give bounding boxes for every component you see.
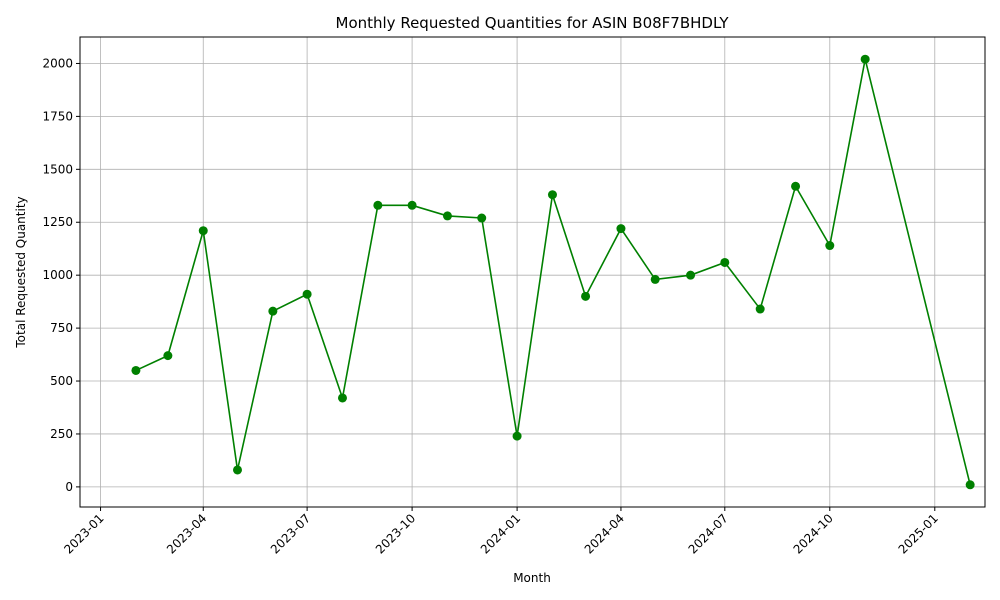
data-point <box>477 213 487 223</box>
y-tick-label: 1750 <box>42 109 73 123</box>
data-point <box>547 190 557 200</box>
data-point <box>131 365 141 375</box>
data-point <box>232 465 242 475</box>
plot-frame <box>79 36 986 508</box>
y-tick-label: 1250 <box>42 215 73 229</box>
y-axis-label: Total Requested Quantity <box>14 196 28 348</box>
chart-title: Monthly Requested Quantities for ASIN B0… <box>336 14 730 32</box>
x-axis-label: Month <box>513 571 551 585</box>
y-tick-label: 750 <box>50 321 73 335</box>
data-point <box>650 274 660 284</box>
data-point <box>755 304 765 314</box>
y-tick-label: 1000 <box>42 268 73 282</box>
data-point <box>791 181 801 191</box>
data-point <box>163 351 173 361</box>
data-point <box>965 480 975 490</box>
data-point <box>860 54 870 64</box>
y-tick-label: 0 <box>65 480 73 494</box>
data-point <box>442 211 452 221</box>
data-point <box>337 393 347 403</box>
data-point <box>686 270 696 280</box>
y-tick-label: 250 <box>50 427 73 441</box>
data-point <box>825 241 835 251</box>
data-point <box>373 200 383 210</box>
data-point <box>268 306 278 316</box>
y-tick-label: 1500 <box>42 162 73 176</box>
data-point <box>720 257 730 267</box>
data-point <box>198 226 208 236</box>
y-tick-label: 2000 <box>42 56 73 70</box>
data-point <box>581 291 591 301</box>
data-point <box>407 200 417 210</box>
data-point <box>302 289 312 299</box>
data-point <box>616 224 626 234</box>
series <box>131 54 975 490</box>
y-tick-label: 500 <box>50 374 73 388</box>
data-point <box>512 431 522 441</box>
